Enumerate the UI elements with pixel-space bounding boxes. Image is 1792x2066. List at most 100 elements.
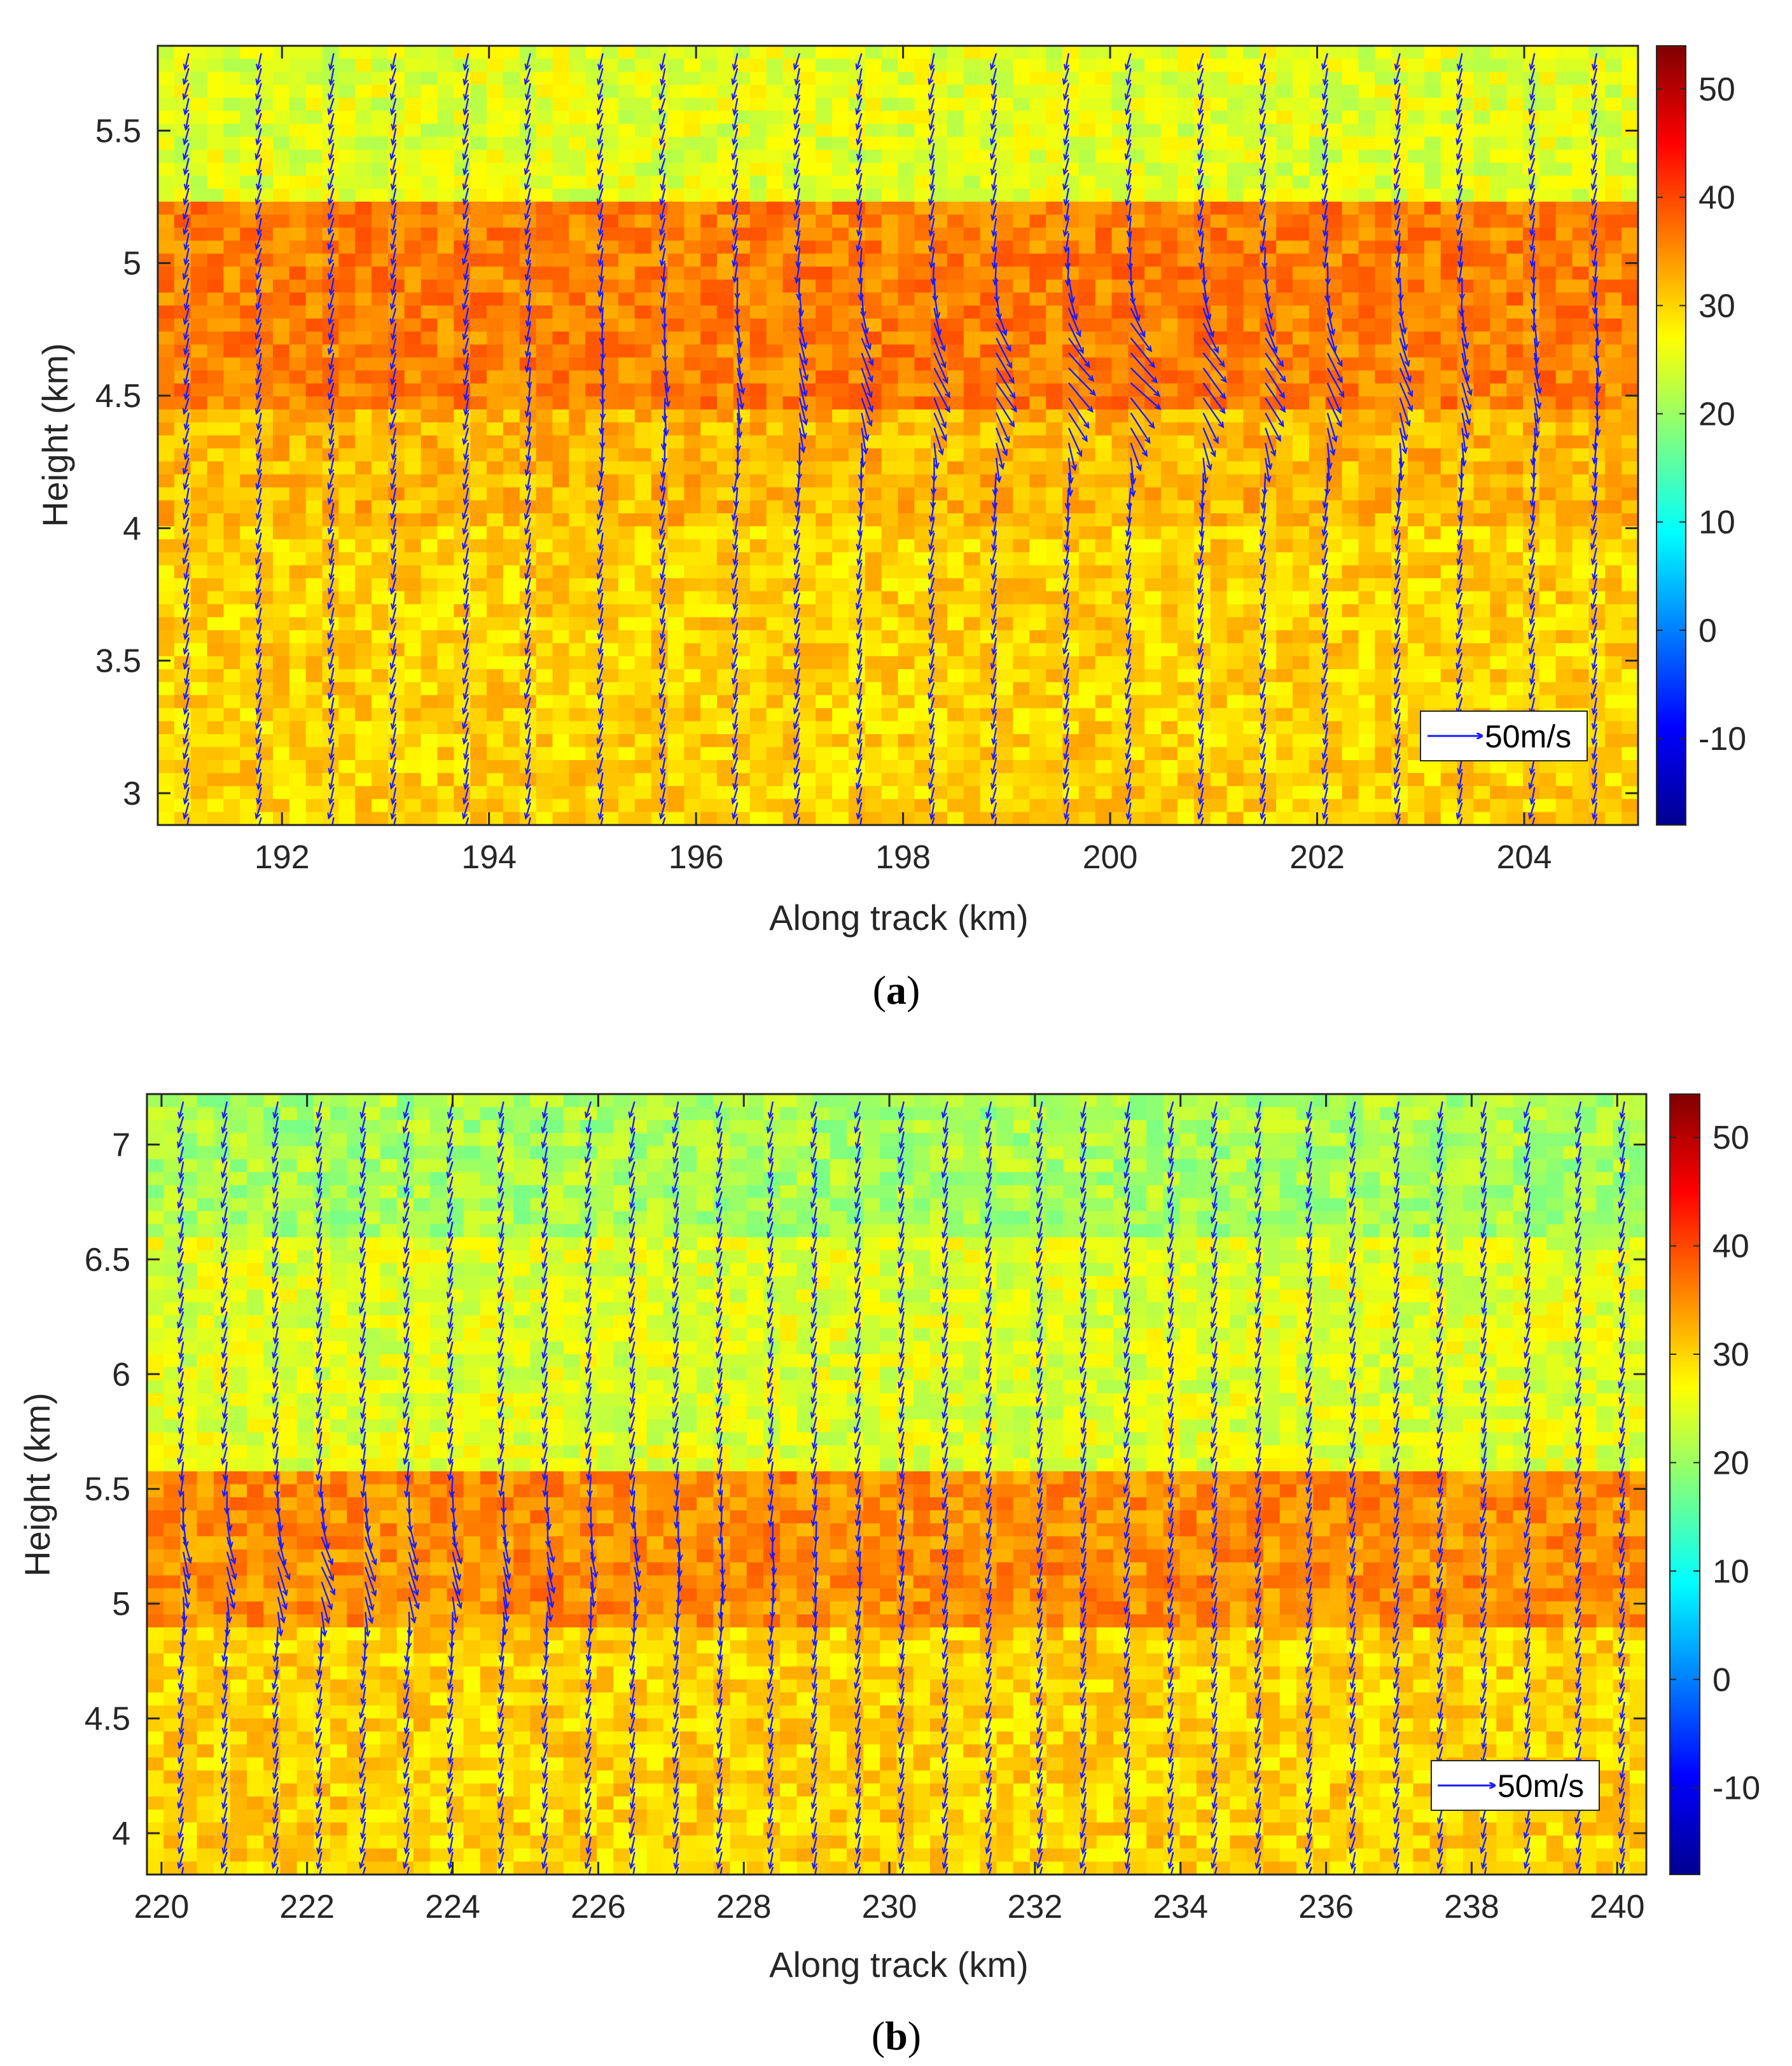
heatmap-cell [898,267,915,281]
heatmap-cell [733,656,751,670]
heatmap-cell [799,176,817,190]
heatmap-cell [832,422,849,436]
heatmap-cell [1013,539,1031,553]
heatmap-cell [1506,487,1524,501]
heatmap-cell [1605,214,1622,228]
heatmap-cell [1210,279,1228,293]
heatmap-cell [305,643,323,657]
heatmap-cell [1490,176,1507,190]
heatmap-cell [832,253,849,267]
heatmap-cell [536,59,553,73]
heatmap-cell [1473,267,1491,281]
heatmap-cell [1243,708,1261,722]
heatmap-cell [717,240,734,254]
heatmap-cell [1161,682,1178,696]
heatmap-cell [404,162,422,176]
heatmap-cell [700,162,718,176]
heatmap-cell [174,396,191,410]
heatmap-cell [1473,305,1491,319]
heatmap-cell [1111,747,1129,761]
heatmap-cell [1013,253,1031,267]
heatmap-cell [338,565,356,579]
heatmap-cell [832,85,849,99]
heatmap-cell [1555,97,1573,111]
heatmap-cell [503,370,520,384]
heatmap-cell [190,267,208,281]
heatmap-cell [223,46,241,60]
heatmap-cell [372,539,389,553]
heatmap-cell [717,71,734,85]
heatmap-cell [1555,539,1573,553]
heatmap-cell [1111,214,1129,228]
heatmap-cell [1325,682,1343,696]
heatmap-cell [1457,318,1475,332]
heatmap-cell [1029,747,1046,761]
heatmap-cell [1440,526,1458,540]
heatmap-cell [519,708,537,722]
heatmap-cell [1111,539,1129,553]
heatmap-cell [865,59,882,73]
heatmap-cell [618,111,636,125]
heatmap-cell [503,188,520,202]
heatmap-cell [832,188,849,202]
heatmap-cell [602,136,619,151]
heatmap-cell [372,176,389,190]
heatmap-cell [1523,214,1540,228]
heatmap-cell [1588,71,1606,85]
heatmap-cell [749,578,767,592]
heatmap-cell [437,422,455,436]
heatmap-cell [454,292,471,307]
heatmap-cell [503,46,520,60]
heatmap-cell [372,97,389,111]
heatmap-cell [1226,149,1244,163]
heatmap-cell [207,526,225,540]
heatmap-cell [1177,71,1195,85]
heatmap-cell [816,422,833,436]
heatmap-cell [1078,188,1096,202]
heatmap-cell [437,370,455,384]
heatmap-cell [1260,149,1277,163]
heatmap-cell [552,565,570,579]
heatmap-cell [1276,318,1293,332]
heatmap-cell [503,604,520,618]
heatmap-cell [240,267,257,281]
heatmap-cell [503,695,520,709]
heatmap-cell [552,383,570,397]
heatmap-cell [1408,267,1425,281]
heatmap-cell [190,552,208,566]
heatmap-cell [190,759,208,774]
heatmap-cell [1358,656,1376,670]
heatmap-cell [420,240,438,254]
heatmap-cell [1128,708,1146,722]
heatmap-cell [355,721,372,735]
heatmap-cell [1193,279,1211,293]
heatmap-cell [766,669,784,683]
heatmap-cell [1490,292,1507,307]
heatmap-cell [404,123,422,137]
heatmap-cell [454,176,471,190]
heatmap-cell [848,669,866,683]
heatmap-cell [372,513,389,527]
heatmap-cell [1046,240,1063,254]
heatmap-cell [1046,435,1063,449]
heatmap-cell [602,656,619,670]
heatmap-cell [1440,578,1458,592]
heatmap-cell [256,357,274,371]
heatmap-cell [1144,97,1162,111]
heatmap-cell [881,149,899,163]
heatmap-cell [980,344,997,358]
heatmap-cell [273,578,290,592]
heatmap-cell [1506,435,1524,449]
heatmap-cell [700,422,718,436]
heatmap-cell [289,461,307,475]
heatmap-cell [1226,461,1244,475]
heatmap-cell [487,448,504,462]
heatmap-cell [914,202,932,216]
heatmap-cell [1078,46,1096,60]
heatmap-cell [585,123,602,137]
heatmap-cell [1046,46,1063,60]
heatmap-cell [207,162,225,176]
heatmap-cell [1161,292,1178,307]
heatmap-cell [667,370,685,384]
heatmap-cell [552,721,570,735]
